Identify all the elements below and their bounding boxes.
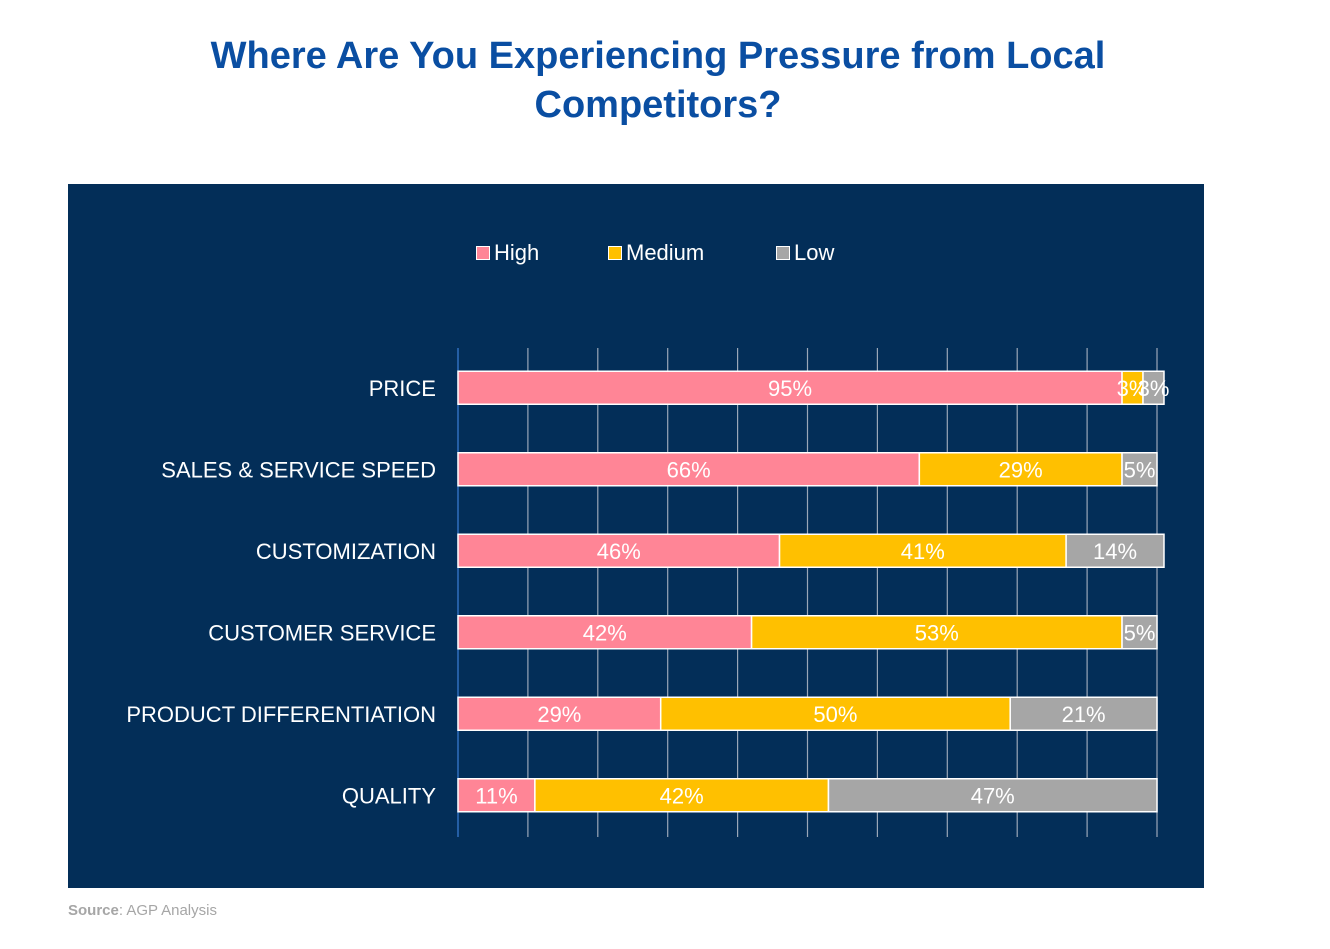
bar-medium-sales-service-speed [918,452,1123,487]
bar-low-customization [1065,533,1165,568]
legend-item-high: High [476,240,539,266]
bar-low-sales-service-speed [1121,452,1158,487]
category-label-price: PRICE [369,376,436,401]
bar-medium-customer-service [750,615,1123,650]
bar-high-product-differentiation [457,696,662,731]
bar-high-sales-service-speed [457,452,921,487]
bar-high-customization [457,533,781,568]
category-label-quality: QUALITY [342,783,436,808]
data-label-high-customization: 46% [597,539,641,564]
bar-low-price [1142,370,1165,405]
chart-legend: High Medium Low [0,240,1330,270]
legend-item-medium: Medium [608,240,704,266]
data-label-low-sales-service-speed: 5% [1124,457,1156,482]
data-label-high-customer-service: 42% [583,620,627,645]
data-label-low-quality: 47% [971,783,1015,808]
data-label-medium-customization: 41% [901,539,945,564]
bar-medium-customization [778,533,1067,568]
data-label-low-product-differentiation: 21% [1062,702,1106,727]
bar-low-product-differentiation [1009,696,1158,731]
source-note: Source: AGP Analysis [68,902,217,919]
bar-medium-quality [534,778,830,813]
legend-swatch-low [776,246,790,260]
bar-low-quality [827,778,1158,813]
data-label-medium-quality: 42% [660,783,704,808]
legend-label-low: Low [794,240,835,265]
category-label-customization: CUSTOMIZATION [256,539,436,564]
bar-high-customer-service [457,615,753,650]
source-text: : AGP Analysis [118,902,217,919]
bar-high-price [457,370,1123,405]
legend-swatch-medium [608,246,622,260]
legend-label-medium: Medium [626,240,705,265]
data-label-low-customer-service: 5% [1124,620,1156,645]
data-label-high-sales-service-speed: 66% [667,457,711,482]
legend-label-high: High [494,240,540,265]
data-label-medium-product-differentiation: 50% [813,702,857,727]
data-label-high-price: 95% [768,376,812,401]
data-label-high-product-differentiation: 29% [537,702,581,727]
legend-swatch-high [476,246,490,260]
data-label-medium-customer-service: 53% [915,620,959,645]
data-label-low-price: 3% [1138,376,1170,401]
bar-high-quality [457,778,536,813]
data-label-low-customization: 14% [1093,539,1137,564]
data-label-high-quality: 11% [475,783,517,808]
source-label: Source [68,902,119,919]
chart-title: Where Are You Experiencing Pressure from… [210,35,1106,126]
category-label-sales-service-speed: SALES & SERVICE SPEED [161,457,436,482]
category-label-product-differentiation: PRODUCT DIFFERENTIATION [126,702,436,727]
bar-low-customer-service [1121,615,1158,650]
data-label-medium-sales-service-speed: 29% [999,457,1043,482]
legend-item-low: Low [776,240,834,266]
category-label-customer-service: CUSTOMER SERVICE [208,620,436,645]
